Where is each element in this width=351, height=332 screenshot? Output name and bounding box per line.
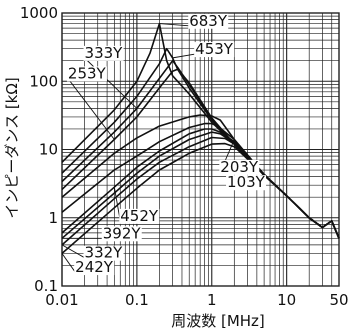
label-leader [159,23,190,27]
series-label-bg [194,42,235,58]
series-lines [61,22,340,255]
x-tick-label: 0.01 [45,291,78,309]
series-label: 242Y [75,258,114,276]
label-leader [67,78,115,140]
series-label-bg [74,260,115,276]
series-label: 683Y [189,12,228,30]
series-label: 333Y [85,44,124,62]
series-label: 392Y [103,224,142,242]
series-label-bg [226,175,267,191]
series-label-bg [101,226,142,242]
series-label-bg [219,159,260,175]
series-label: 103Y [227,173,266,191]
label-leader [61,253,76,273]
y-tick-label: 100 [29,72,58,90]
series-label: 453Y [195,40,234,58]
series-label-bg [188,13,229,29]
x-tick-label: 0.1 [125,291,149,309]
series-label-bg [66,66,107,82]
y-tick-label: 1000 [20,4,58,22]
series-line-242Y [61,142,340,255]
series-label-bg [83,245,124,261]
y-tick-label: 1 [48,209,58,227]
y-axis-label: インピーダンス [kΩ] [3,77,21,218]
series-label-bg [83,45,124,61]
x-axis-label: 周波数 [MHz] [171,312,265,330]
series-label: 332Y [85,244,124,262]
label-leader [172,53,196,59]
x-tick-label: 1 [207,291,217,309]
series-label: 203Y [220,158,259,176]
series-label: 253Y [68,64,107,82]
label-leader [61,244,85,259]
x-tick-label: 10 [277,291,296,309]
series-label: 452Y [120,207,159,225]
y-tick-label: 10 [39,141,58,159]
label-leader [84,57,138,109]
y-tick-label: 0.1 [34,277,58,295]
x-tick-label: 50 [329,291,348,309]
series-label-bg [119,208,160,224]
